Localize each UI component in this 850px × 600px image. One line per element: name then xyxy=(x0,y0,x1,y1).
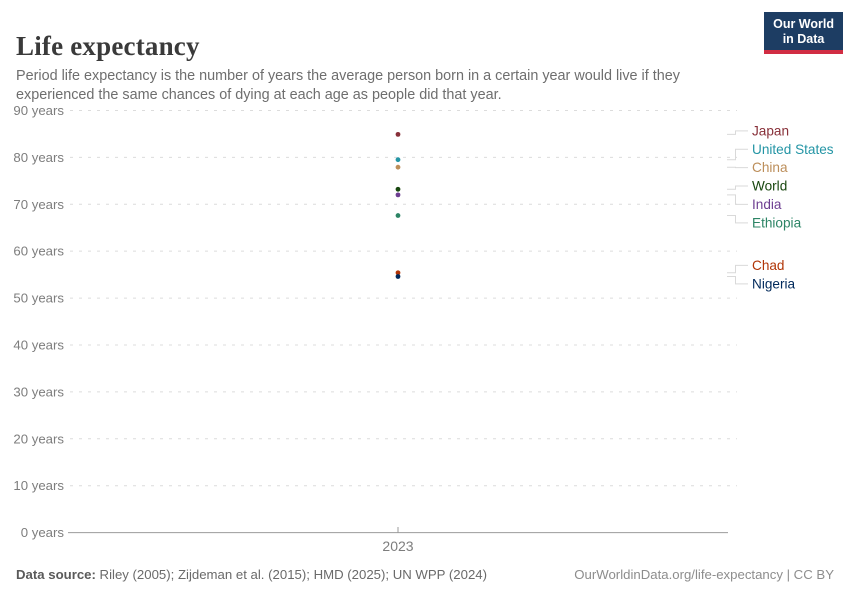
data-source-note: Data source: Riley (2005); Zijdeman et a… xyxy=(16,567,487,582)
y-axis-label-50: 50 years xyxy=(13,291,64,306)
data-point-india[interactable] xyxy=(395,192,401,198)
y-axis-label-70: 70 years xyxy=(13,197,64,212)
data-point-japan[interactable] xyxy=(395,131,401,137)
series-label-ethiopia[interactable]: Ethiopia xyxy=(752,215,802,230)
data-source-text: Riley (2005); Zijdeman et al. (2015); HM… xyxy=(95,567,488,582)
label-connector-nigeria xyxy=(727,275,748,285)
y-axis-label-10: 10 years xyxy=(13,478,64,493)
series-label-india[interactable]: India xyxy=(752,197,782,212)
y-axis-label-40: 40 years xyxy=(13,337,64,352)
label-connector-india xyxy=(727,194,748,205)
y-axis-label-0: 0 years xyxy=(21,525,65,540)
data-point-united-states[interactable] xyxy=(395,157,401,163)
series-label-nigeria[interactable]: Nigeria xyxy=(752,276,796,291)
license-link[interactable]: OurWorldinData.org/life-expectancy | CC … xyxy=(574,567,834,582)
y-axis-label-90: 90 years xyxy=(13,103,64,118)
series-label-japan[interactable]: Japan xyxy=(752,123,789,138)
data-source-label: Data source: xyxy=(16,567,96,582)
y-axis-label-80: 80 years xyxy=(13,150,64,165)
data-point-ethiopia[interactable] xyxy=(395,213,401,218)
x-tick-label: 2023 xyxy=(382,538,413,554)
owid-logo[interactable]: Our World in Data xyxy=(764,12,843,54)
y-axis-label-30: 30 years xyxy=(13,384,64,399)
page-title: Life expectancy xyxy=(16,31,200,62)
data-point-nigeria[interactable] xyxy=(395,274,401,279)
data-point-china[interactable] xyxy=(395,164,401,170)
data-point-world[interactable] xyxy=(395,186,401,192)
y-axis-label-60: 60 years xyxy=(13,244,64,259)
owid-logo-line1: Our World xyxy=(773,17,834,31)
chart-footer: Data source: Riley (2005); Zijdeman et a… xyxy=(16,567,834,582)
series-label-world[interactable]: World xyxy=(752,179,787,194)
label-connector-ethiopia xyxy=(727,215,748,224)
chart-subtitle: Period life expectancy is the number of … xyxy=(16,68,680,104)
series-label-chad[interactable]: Chad xyxy=(752,258,785,273)
owid-logo-line2: in Data xyxy=(782,32,825,46)
label-connector-chad xyxy=(727,264,748,274)
data-point-chad[interactable] xyxy=(395,270,401,276)
series-label-china[interactable]: China xyxy=(752,160,788,175)
series-label-united-states[interactable]: United States xyxy=(752,142,834,157)
y-axis-label-20: 20 years xyxy=(13,431,64,446)
label-connector-world xyxy=(727,185,748,190)
label-connector-japan xyxy=(727,130,748,135)
label-connector-united-states xyxy=(727,148,748,161)
